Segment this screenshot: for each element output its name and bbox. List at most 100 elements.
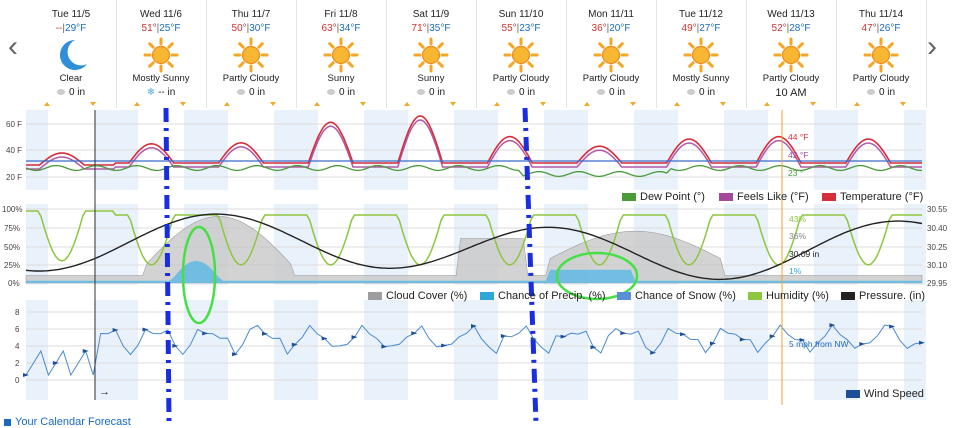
sun-icon <box>231 37 271 73</box>
day-low: 34°F <box>339 23 361 34</box>
raindrop-icon <box>326 89 335 95</box>
day-column[interactable]: Sat 11/9 71°|35°F Sunny 0 in <box>386 0 477 108</box>
temp-separator: | <box>696 23 700 34</box>
day-column[interactable]: Wed 11/6 51°|25°F Mostly Sunny ❄ -- in <box>116 0 207 108</box>
wind-direction-icon <box>769 334 776 339</box>
night-band <box>656 300 678 400</box>
sunrise-marker-icon <box>764 102 770 106</box>
day-column[interactable]: Tue 11/12 49°|27°F Mostly Sunny 0 in <box>656 0 747 108</box>
wind-direction-icon <box>709 341 716 346</box>
day-column[interactable]: Thu 11/7 50°|30°F Partly Cloudy 0 in <box>206 0 297 108</box>
day-precip: 0 in <box>656 87 746 99</box>
wind-direction-icon <box>202 331 209 336</box>
legend-chance-snow[interactable]: Chance of Snow (%) <box>617 290 736 302</box>
day-low: 20°F <box>609 23 631 34</box>
legend-dew-point[interactable]: Dew Point (°) <box>622 191 705 203</box>
sun-icon <box>501 37 541 73</box>
day-low: 25°F <box>159 23 181 34</box>
day-temps: 36°|20°F <box>566 23 656 35</box>
legend-wind-speed[interactable]: Wind Speed <box>846 388 924 400</box>
sun-icon <box>321 37 361 73</box>
day-low: 26°F <box>879 23 901 34</box>
legend-cloud-cover[interactable]: Cloud Cover (%) <box>368 290 467 302</box>
wind-direction-icon <box>411 331 418 336</box>
wind-direction-icon <box>23 373 29 377</box>
night-band <box>566 300 588 400</box>
wind-direction-icon <box>381 344 388 349</box>
pressure-tooltip: 30.09 in <box>789 249 820 259</box>
raindrop-icon <box>506 89 515 95</box>
day-condition: Partly Cloudy <box>852 73 910 84</box>
dew-tooltip: 23 ° <box>788 168 804 178</box>
calendar-forecast-link[interactable]: Your Calendar Forecast <box>4 416 131 428</box>
day-low: 23°F <box>519 23 541 34</box>
day-temps: --|29°F <box>26 23 116 35</box>
annotation-dash-line <box>163 107 172 423</box>
sunrise-markers <box>476 102 566 107</box>
annotation-ellipse <box>555 251 639 301</box>
night-band <box>94 204 116 285</box>
day-precip-value: 0 in <box>518 87 536 98</box>
day-date: Mon 11/11 <box>588 9 634 20</box>
night-band <box>26 204 48 285</box>
sunset-marker-icon <box>270 102 276 106</box>
wind-direction-icon <box>889 324 896 329</box>
legend-temperature[interactable]: Temperature (°F) <box>822 191 923 203</box>
wind-direction-icon <box>441 343 448 348</box>
wind-direction-icon <box>321 336 328 341</box>
wind-direction-icon <box>650 350 657 355</box>
day-precip-value: 0 in <box>428 87 446 98</box>
day-column[interactable]: Wed 11/13 52°|28°F Partly Cloudy 10 AM <box>746 0 837 108</box>
sunset-marker-icon <box>810 102 816 106</box>
wind-direction-icon <box>112 327 119 332</box>
day-precip-value: 0 in <box>698 87 716 98</box>
next-arrow[interactable]: › <box>927 30 937 63</box>
wind-direction-icon <box>351 335 358 340</box>
wind-direction-icon <box>829 323 836 328</box>
legend-humidity[interactable]: Humidity (%) <box>748 290 829 302</box>
wind-tooltip: 5 mph from NW <box>789 339 849 349</box>
temp-separator: | <box>786 23 790 34</box>
legend-chance-precip[interactable]: Chance of Precip. (%) <box>480 290 606 302</box>
night-band <box>296 300 318 400</box>
day-low: 29°F <box>65 23 87 34</box>
pressure-ytick: 30.40 <box>927 224 948 233</box>
legend-feels-like[interactable]: Feels Like (°F) <box>719 191 809 203</box>
day-date: Tue 11/12 <box>679 9 723 20</box>
day-precip: 0 in <box>386 87 476 99</box>
night-band <box>814 300 836 400</box>
sunset-marker-icon <box>900 102 906 106</box>
day-column[interactable]: Sun 11/10 55°|23°F Partly Cloudy 0 in <box>476 0 567 108</box>
sunrise-marker-icon <box>584 102 590 106</box>
wind-direction-icon <box>680 332 687 337</box>
sunrise-markers <box>116 102 206 107</box>
day-column[interactable]: Mon 11/11 36°|20°F Partly Cloudy 0 in <box>566 0 657 108</box>
prev-arrow[interactable]: ‹ <box>8 30 18 63</box>
precip-ytick: 100% <box>2 205 23 214</box>
moon-icon <box>51 37 91 73</box>
sunrise-markers <box>26 102 116 107</box>
day-date: Fri 11/8 <box>324 9 358 20</box>
day-column[interactable]: Thu 11/14 47°|26°F Partly Cloudy 0 in <box>836 0 927 108</box>
precip-ytick: 25% <box>4 261 21 270</box>
day-column[interactable]: Fri 11/8 63°|34°F Sunny 0 in <box>296 0 387 108</box>
day-condition: Partly Cloudy <box>492 73 550 84</box>
day-high: 51° <box>141 23 157 34</box>
day-precip-value: 0 in <box>878 87 896 98</box>
sunset-marker-icon <box>180 102 186 106</box>
day-condition: Clear <box>59 73 83 84</box>
day-precip: 0 in <box>566 87 656 99</box>
wind-direction-icon <box>500 333 507 338</box>
night-band <box>364 300 386 400</box>
night-band <box>836 300 858 400</box>
day-column[interactable]: Tue 11/5 --|29°F Clear 0 in <box>26 0 117 108</box>
sunrise-marker-icon <box>224 102 230 106</box>
temp-separator: | <box>876 23 880 34</box>
legend-pressure[interactable]: Pressure. (in) <box>841 290 925 302</box>
sunset-marker-icon <box>450 102 456 106</box>
temp-ytick: 20 F <box>6 173 23 182</box>
day-temps: 71°|35°F <box>386 23 476 35</box>
sunrise-marker-icon <box>854 102 860 106</box>
day-date: Thu 11/7 <box>231 9 271 20</box>
night-band <box>206 300 228 400</box>
